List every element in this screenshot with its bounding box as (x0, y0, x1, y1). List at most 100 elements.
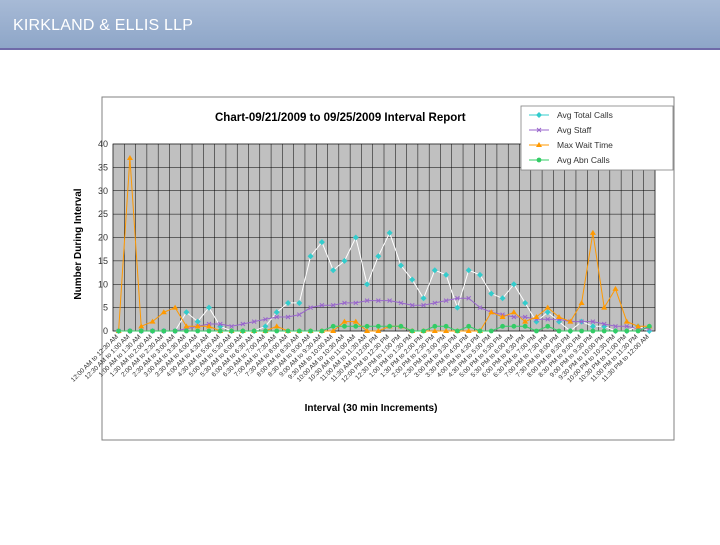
data-point (150, 328, 155, 334)
data-point (263, 316, 268, 322)
data-point-stroke (319, 302, 325, 308)
data-point-stroke (421, 302, 426, 308)
data-point (251, 319, 257, 325)
data-point (601, 321, 607, 327)
data-point (646, 323, 652, 329)
data-point (522, 314, 528, 320)
data-point (364, 298, 370, 303)
data-point-stroke (466, 295, 472, 301)
series-line (118, 297, 650, 332)
legend-entry: Avg Abn Calls (557, 155, 610, 165)
data-point (409, 302, 415, 308)
data-point (488, 328, 494, 334)
data-point (183, 323, 190, 329)
data-point (386, 229, 393, 236)
data-point (454, 304, 461, 311)
data-point (274, 314, 280, 320)
y-tick-label: 25 (98, 209, 108, 219)
data-point (612, 285, 619, 291)
data-point (375, 328, 382, 333)
data-point (319, 328, 325, 334)
data-point (589, 229, 596, 235)
data-point (240, 328, 246, 334)
data-point (194, 318, 201, 325)
data-point (251, 328, 257, 334)
data-point-stroke (364, 298, 370, 303)
data-point (342, 300, 347, 306)
header-banner: KIRKLAND & ELLIS LLP (0, 0, 720, 48)
data-point (579, 319, 584, 325)
y-tick-label: 5 (103, 303, 108, 313)
data-point (556, 328, 562, 334)
firm-name: KIRKLAND & ELLIS LLP (13, 17, 194, 34)
data-point (420, 295, 427, 302)
data-point (601, 304, 608, 310)
data-point (432, 323, 438, 329)
data-point (536, 112, 542, 118)
data-point (183, 328, 189, 334)
data-point (308, 328, 314, 334)
data-point (319, 302, 325, 308)
y-tick-label: 10 (98, 279, 108, 289)
data-point (443, 271, 450, 278)
data-point (205, 323, 212, 329)
data-point-stroke (398, 300, 404, 306)
data-point (296, 328, 302, 334)
data-point (432, 300, 438, 306)
data-point (590, 319, 596, 325)
data-point (443, 323, 449, 329)
data-point (536, 142, 542, 147)
data-point-stroke (536, 127, 542, 133)
data-point-stroke (330, 302, 336, 308)
y-tick-label: 0 (103, 326, 108, 336)
data-point (274, 328, 280, 334)
data-point (307, 253, 314, 260)
data-point (116, 328, 122, 334)
data-point (126, 155, 133, 161)
y-tick-label: 15 (98, 256, 108, 266)
data-point (296, 299, 303, 306)
data-point (477, 305, 483, 310)
data-point (522, 323, 528, 329)
data-point (398, 323, 404, 329)
data-point-stroke (455, 295, 460, 301)
data-point (409, 328, 415, 334)
series-line (118, 231, 650, 332)
data-point (613, 323, 618, 329)
data-point-stroke (409, 302, 415, 308)
data-point (601, 328, 607, 334)
data-point (195, 328, 201, 334)
data-point-stroke (263, 316, 268, 322)
data-point (387, 323, 393, 329)
data-point (149, 318, 156, 324)
data-point (578, 299, 585, 305)
legend-box (520, 105, 674, 171)
data-point (421, 328, 426, 334)
data-point (544, 309, 551, 316)
legend-entry: Max Wait Time (557, 140, 613, 150)
chart-title: Chart-09/21/2009 to 09/25/2009 Interval … (215, 112, 466, 124)
data-point (522, 318, 529, 324)
data-point-stroke (477, 305, 483, 310)
data-point-stroke (217, 321, 223, 327)
data-point (421, 302, 426, 308)
data-point (624, 323, 630, 329)
data-point (296, 312, 302, 317)
data-point (308, 305, 313, 310)
data-point (330, 323, 336, 329)
data-point (623, 318, 630, 324)
data-point (206, 328, 212, 334)
data-point (387, 298, 392, 303)
data-point-stroke (308, 305, 313, 310)
x-axis-label: Interval (30 min Increments) (305, 403, 438, 414)
data-point (161, 328, 167, 334)
data-point-stroke (342, 300, 347, 306)
data-point (330, 267, 337, 274)
data-point (364, 281, 371, 288)
y-tick-label: 30 (98, 186, 108, 196)
y-tick-label: 20 (98, 233, 108, 243)
data-point (500, 323, 505, 329)
data-point (341, 257, 348, 264)
data-point (342, 323, 347, 329)
